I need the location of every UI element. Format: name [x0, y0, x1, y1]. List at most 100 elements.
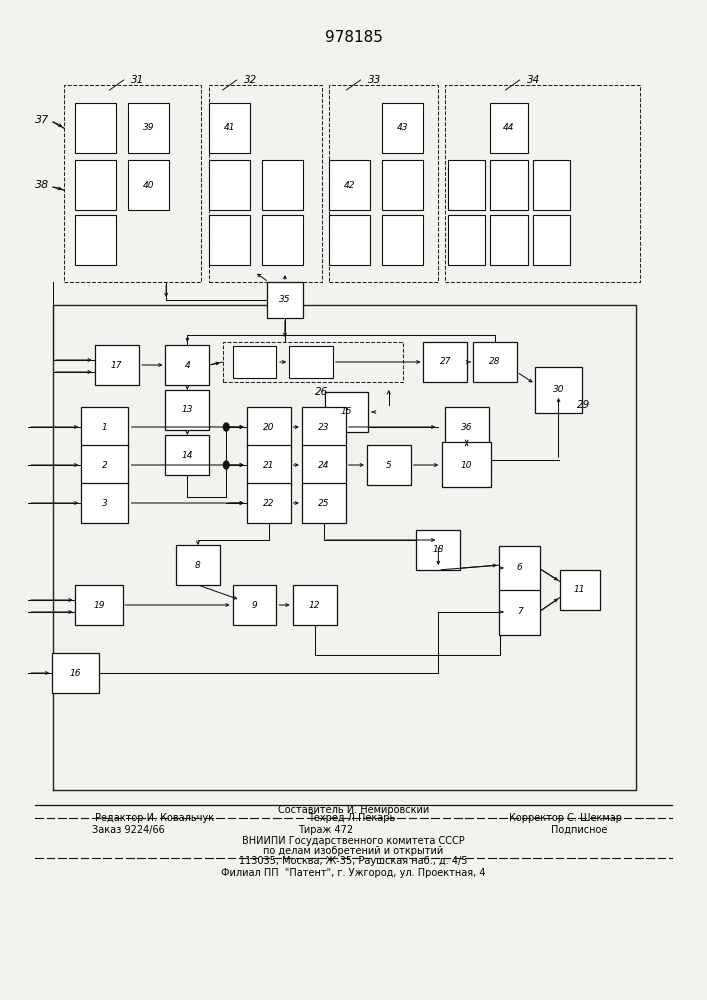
Bar: [416, 530, 460, 570]
Text: 34: 34: [527, 75, 540, 85]
Text: Корректор С. Шекмар: Корректор С. Шекмар: [509, 813, 622, 823]
Bar: [247, 407, 291, 447]
Text: Составитель И. Немировский: Составитель И. Немировский: [278, 805, 429, 815]
Text: Подписное: Подписное: [551, 825, 608, 835]
Text: 18: 18: [433, 546, 444, 554]
Bar: [302, 445, 346, 485]
Bar: [209, 103, 250, 153]
Bar: [165, 390, 209, 430]
Text: Техред Л.Пекарь: Техред Л.Пекарь: [308, 813, 395, 823]
Text: 24: 24: [318, 460, 329, 470]
Bar: [95, 345, 139, 385]
Text: Заказ 9224/66: Заказ 9224/66: [92, 825, 165, 835]
Text: 25: 25: [318, 498, 329, 508]
Bar: [75, 215, 116, 265]
Bar: [499, 546, 540, 590]
Text: 21: 21: [263, 460, 274, 470]
Text: 3: 3: [102, 498, 107, 508]
Text: 5: 5: [386, 460, 392, 470]
Bar: [423, 342, 467, 382]
Bar: [293, 585, 337, 625]
Bar: [247, 445, 291, 485]
Bar: [367, 445, 411, 485]
Bar: [448, 215, 486, 265]
Bar: [302, 483, 346, 523]
Text: 19: 19: [93, 600, 105, 609]
Text: 16: 16: [70, 668, 81, 678]
Bar: [329, 160, 370, 210]
Text: 43: 43: [397, 123, 409, 132]
Text: 33: 33: [368, 75, 381, 85]
Bar: [499, 589, 540, 635]
Text: 40: 40: [143, 180, 154, 190]
Text: 35: 35: [279, 296, 291, 304]
Text: Редактор И. Ковальчук: Редактор И. Ковальчук: [95, 813, 214, 823]
Text: 44: 44: [503, 123, 515, 132]
Bar: [233, 585, 276, 625]
Text: 15: 15: [341, 408, 352, 416]
Bar: [75, 103, 116, 153]
Text: 38: 38: [35, 180, 49, 190]
Text: 22: 22: [263, 498, 274, 508]
Text: 10: 10: [461, 460, 472, 470]
Text: 7: 7: [517, 607, 522, 616]
Text: 32: 32: [245, 75, 257, 85]
Text: 14: 14: [182, 450, 193, 460]
Text: 978185: 978185: [325, 30, 382, 45]
Bar: [448, 160, 486, 210]
Bar: [81, 483, 128, 523]
Bar: [442, 442, 491, 487]
Text: 39: 39: [143, 123, 154, 132]
Bar: [81, 407, 128, 447]
Text: 30: 30: [553, 385, 564, 394]
Text: 37: 37: [35, 115, 49, 125]
Text: 11: 11: [574, 585, 585, 594]
Text: 12: 12: [309, 600, 320, 609]
Bar: [262, 215, 303, 265]
Text: ВНИИПИ Государственного комитета СССР: ВНИИПИ Государственного комитета СССР: [242, 836, 465, 846]
Bar: [176, 545, 220, 585]
Bar: [247, 483, 291, 523]
Text: 17: 17: [111, 360, 122, 369]
Bar: [76, 585, 123, 625]
Bar: [382, 215, 423, 265]
Text: 1: 1: [102, 422, 107, 432]
Bar: [165, 435, 209, 475]
Text: 8: 8: [195, 560, 201, 570]
Bar: [535, 367, 583, 412]
Text: 4: 4: [185, 360, 190, 369]
Bar: [533, 160, 571, 210]
Text: по делам изобретений и открытий: по делам изобретений и открытий: [264, 846, 443, 856]
Bar: [262, 160, 303, 210]
Bar: [75, 160, 116, 210]
Bar: [165, 345, 209, 385]
Bar: [533, 215, 571, 265]
Bar: [302, 407, 346, 447]
Circle shape: [223, 423, 229, 431]
Bar: [382, 160, 423, 210]
Text: 31: 31: [132, 75, 144, 85]
Text: 9: 9: [252, 600, 257, 609]
Text: 28: 28: [489, 358, 501, 366]
Bar: [491, 103, 528, 153]
Bar: [491, 215, 528, 265]
Bar: [560, 570, 600, 610]
Text: 23: 23: [318, 422, 329, 432]
Bar: [52, 653, 99, 693]
Text: 29: 29: [577, 400, 590, 410]
Bar: [209, 215, 250, 265]
Text: 26: 26: [315, 387, 328, 397]
Text: 20: 20: [263, 422, 274, 432]
Bar: [445, 407, 489, 447]
Bar: [128, 160, 169, 210]
Text: 42: 42: [344, 180, 356, 190]
Bar: [289, 346, 333, 378]
Bar: [233, 346, 276, 378]
Text: 2: 2: [102, 460, 107, 470]
Text: 41: 41: [224, 123, 235, 132]
Bar: [209, 160, 250, 210]
Bar: [382, 103, 423, 153]
Bar: [267, 282, 303, 318]
Bar: [491, 160, 528, 210]
Bar: [329, 215, 370, 265]
